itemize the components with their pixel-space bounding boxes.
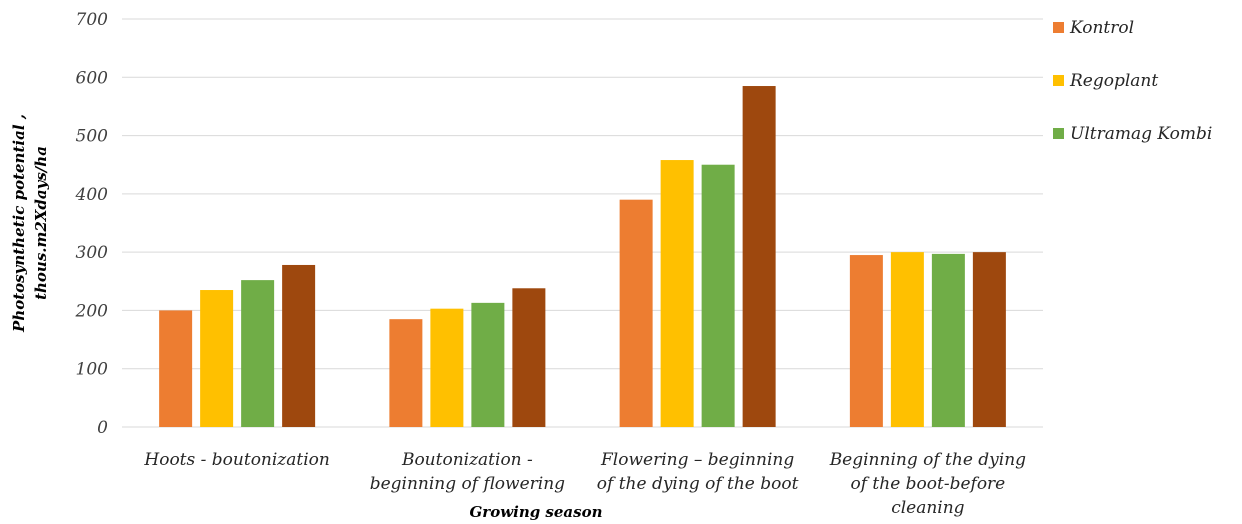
x-category-label: of the boot-before	[850, 474, 1005, 494]
legend-swatch	[1053, 75, 1064, 86]
bar	[619, 199, 653, 427]
x-category-label: beginning of flowering	[370, 474, 565, 494]
y-tick-label: 500	[76, 127, 109, 147]
bar	[389, 319, 423, 427]
bar	[660, 160, 694, 427]
y-tick-label: 700	[76, 10, 109, 30]
bar	[159, 310, 193, 427]
y-tick-label: 300	[76, 243, 109, 263]
y-axis-title-text: Photosynthetic potential , thous.m2Xdays/…	[10, 114, 50, 333]
legend-label: Kontrol	[1069, 18, 1134, 38]
gridlines	[122, 18, 1043, 428]
x-category-label: Boutonization -	[401, 450, 533, 470]
bar	[701, 164, 735, 427]
y-axis-title-line: thous.m2Xdays/ha	[32, 146, 50, 300]
legend-swatch	[1053, 128, 1064, 139]
bar	[972, 252, 1006, 427]
y-tick-label: 400	[75, 185, 109, 205]
x-category-label: Flowering – beginning	[600, 450, 794, 470]
bar	[931, 253, 965, 427]
bar	[849, 255, 883, 427]
x-category-label: of the dying of the boot	[597, 474, 799, 494]
x-category-label: Beginning of the dying	[829, 450, 1026, 470]
bar	[430, 308, 464, 427]
y-tick-label: 200	[75, 301, 109, 321]
legend-swatch	[1053, 22, 1064, 33]
y-tick-label: 0	[97, 418, 108, 438]
bar	[471, 302, 505, 427]
legend: Kontrol Regoplant Ultramag Kombi	[1053, 18, 1212, 144]
y-tick-label: 600	[76, 68, 109, 88]
bar	[282, 264, 316, 427]
y-axis-ticks: 0 100 200 300 400 500 600 700	[75, 10, 109, 438]
bar	[241, 280, 275, 427]
y-axis-title: Photosynthetic potential , thous.m2Xdays/…	[10, 114, 50, 333]
x-axis-category-labels: Hoots - boutonization Boutonization - begi…	[143, 450, 1026, 518]
x-axis-title: Growing season	[469, 503, 602, 521]
bar	[890, 252, 924, 427]
legend-label: Regoplant	[1069, 71, 1158, 91]
bar	[200, 290, 234, 427]
y-axis-title-line: Photosynthetic potential ,	[10, 114, 28, 333]
x-category-label: cleaning	[891, 498, 964, 518]
x-category-label: Hoots - boutonization	[143, 450, 329, 470]
bars	[159, 86, 1006, 428]
y-tick-label: 100	[76, 360, 109, 380]
legend-label: Ultramag Kombi	[1070, 124, 1212, 144]
bar	[512, 288, 546, 427]
bar	[742, 86, 776, 428]
